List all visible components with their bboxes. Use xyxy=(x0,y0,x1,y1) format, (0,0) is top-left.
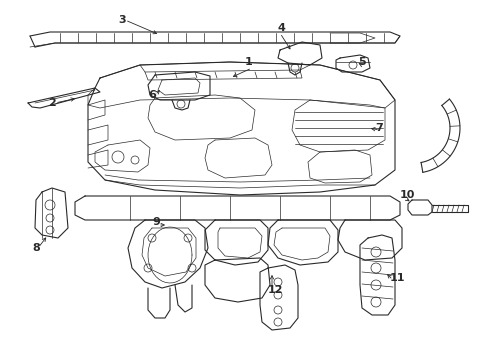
Text: 10: 10 xyxy=(399,190,414,200)
Text: 9: 9 xyxy=(152,217,160,227)
Text: 3: 3 xyxy=(118,15,125,25)
Text: 7: 7 xyxy=(374,123,382,133)
Text: 6: 6 xyxy=(148,90,156,100)
Text: 12: 12 xyxy=(267,285,283,295)
Text: 5: 5 xyxy=(357,57,365,67)
Text: 11: 11 xyxy=(389,273,405,283)
Text: 8: 8 xyxy=(32,243,40,253)
Text: 1: 1 xyxy=(244,57,252,67)
Text: 2: 2 xyxy=(48,98,56,108)
Text: 4: 4 xyxy=(276,23,285,33)
